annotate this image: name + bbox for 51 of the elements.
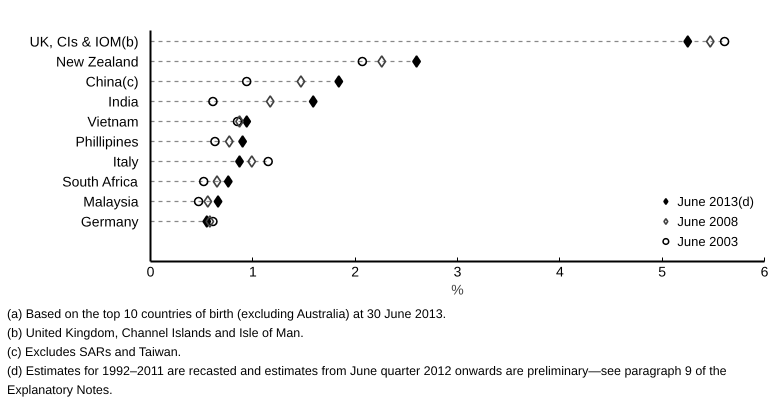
point [194, 196, 204, 206]
x-tick-label: 1 [248, 264, 257, 280]
y-tick-label: South Africa [62, 174, 138, 190]
point [334, 75, 344, 88]
point [198, 176, 209, 186]
point [377, 55, 386, 68]
y-tick-label: Germany [80, 214, 139, 230]
y-tick-label: Vietnam [87, 114, 139, 130]
text: (a) Based on the top 10 countries of birth (excluding Australia) at 30 June 2013. [7, 307, 446, 321]
point [208, 216, 218, 226]
y-tick-label: China(c) [86, 74, 139, 90]
point [412, 55, 422, 68]
point [208, 96, 218, 106]
x-tick-label: 2 [351, 264, 360, 280]
point [308, 95, 318, 108]
legend-label: June 2013(d) [677, 193, 754, 209]
x-tick-label: 5 [658, 264, 666, 280]
point [210, 136, 220, 146]
point [214, 195, 223, 208]
point [266, 95, 275, 108]
point [205, 215, 214, 228]
x-axis-title: % [451, 282, 464, 298]
point [238, 135, 248, 148]
y-tick-label: Italy [112, 154, 139, 170]
legend-label: June 2003 [677, 233, 738, 249]
legend-label: June 2008 [677, 213, 738, 229]
x-tick-label: 3 [454, 264, 462, 280]
point [720, 36, 730, 46]
point [224, 135, 234, 148]
y-tick-label: Malaysia [83, 194, 139, 210]
point [683, 35, 692, 48]
y-tick-label: New Zealand [56, 54, 139, 70]
y-tick-label: Phillipines [75, 134, 139, 150]
point [247, 155, 256, 168]
y-tick-label: India [108, 94, 139, 110]
text: (d) Estimates for 1992–2011 are recasted and estimates from June quarter 2012 onwards are preliminary—see paragraph 9 of the Explanatory Notes. [7, 364, 727, 397]
x-tick-label: 6 [760, 264, 769, 280]
point [242, 76, 252, 86]
x-tick-label: 4 [556, 264, 564, 280]
text: (c) Excludes SARs and Taiwan. [7, 345, 182, 359]
point [296, 75, 306, 88]
x-tick-label: 0 [146, 264, 155, 280]
text: (b) United Kingdom, Channel Islands and Isle of Man. [7, 326, 304, 340]
point [242, 115, 252, 128]
point [358, 56, 368, 66]
point [263, 156, 273, 166]
point [232, 116, 242, 126]
y-tick-label: UK, CIs & IOM(b) [30, 34, 139, 50]
point [203, 195, 212, 208]
point [706, 35, 715, 48]
point [224, 175, 233, 188]
